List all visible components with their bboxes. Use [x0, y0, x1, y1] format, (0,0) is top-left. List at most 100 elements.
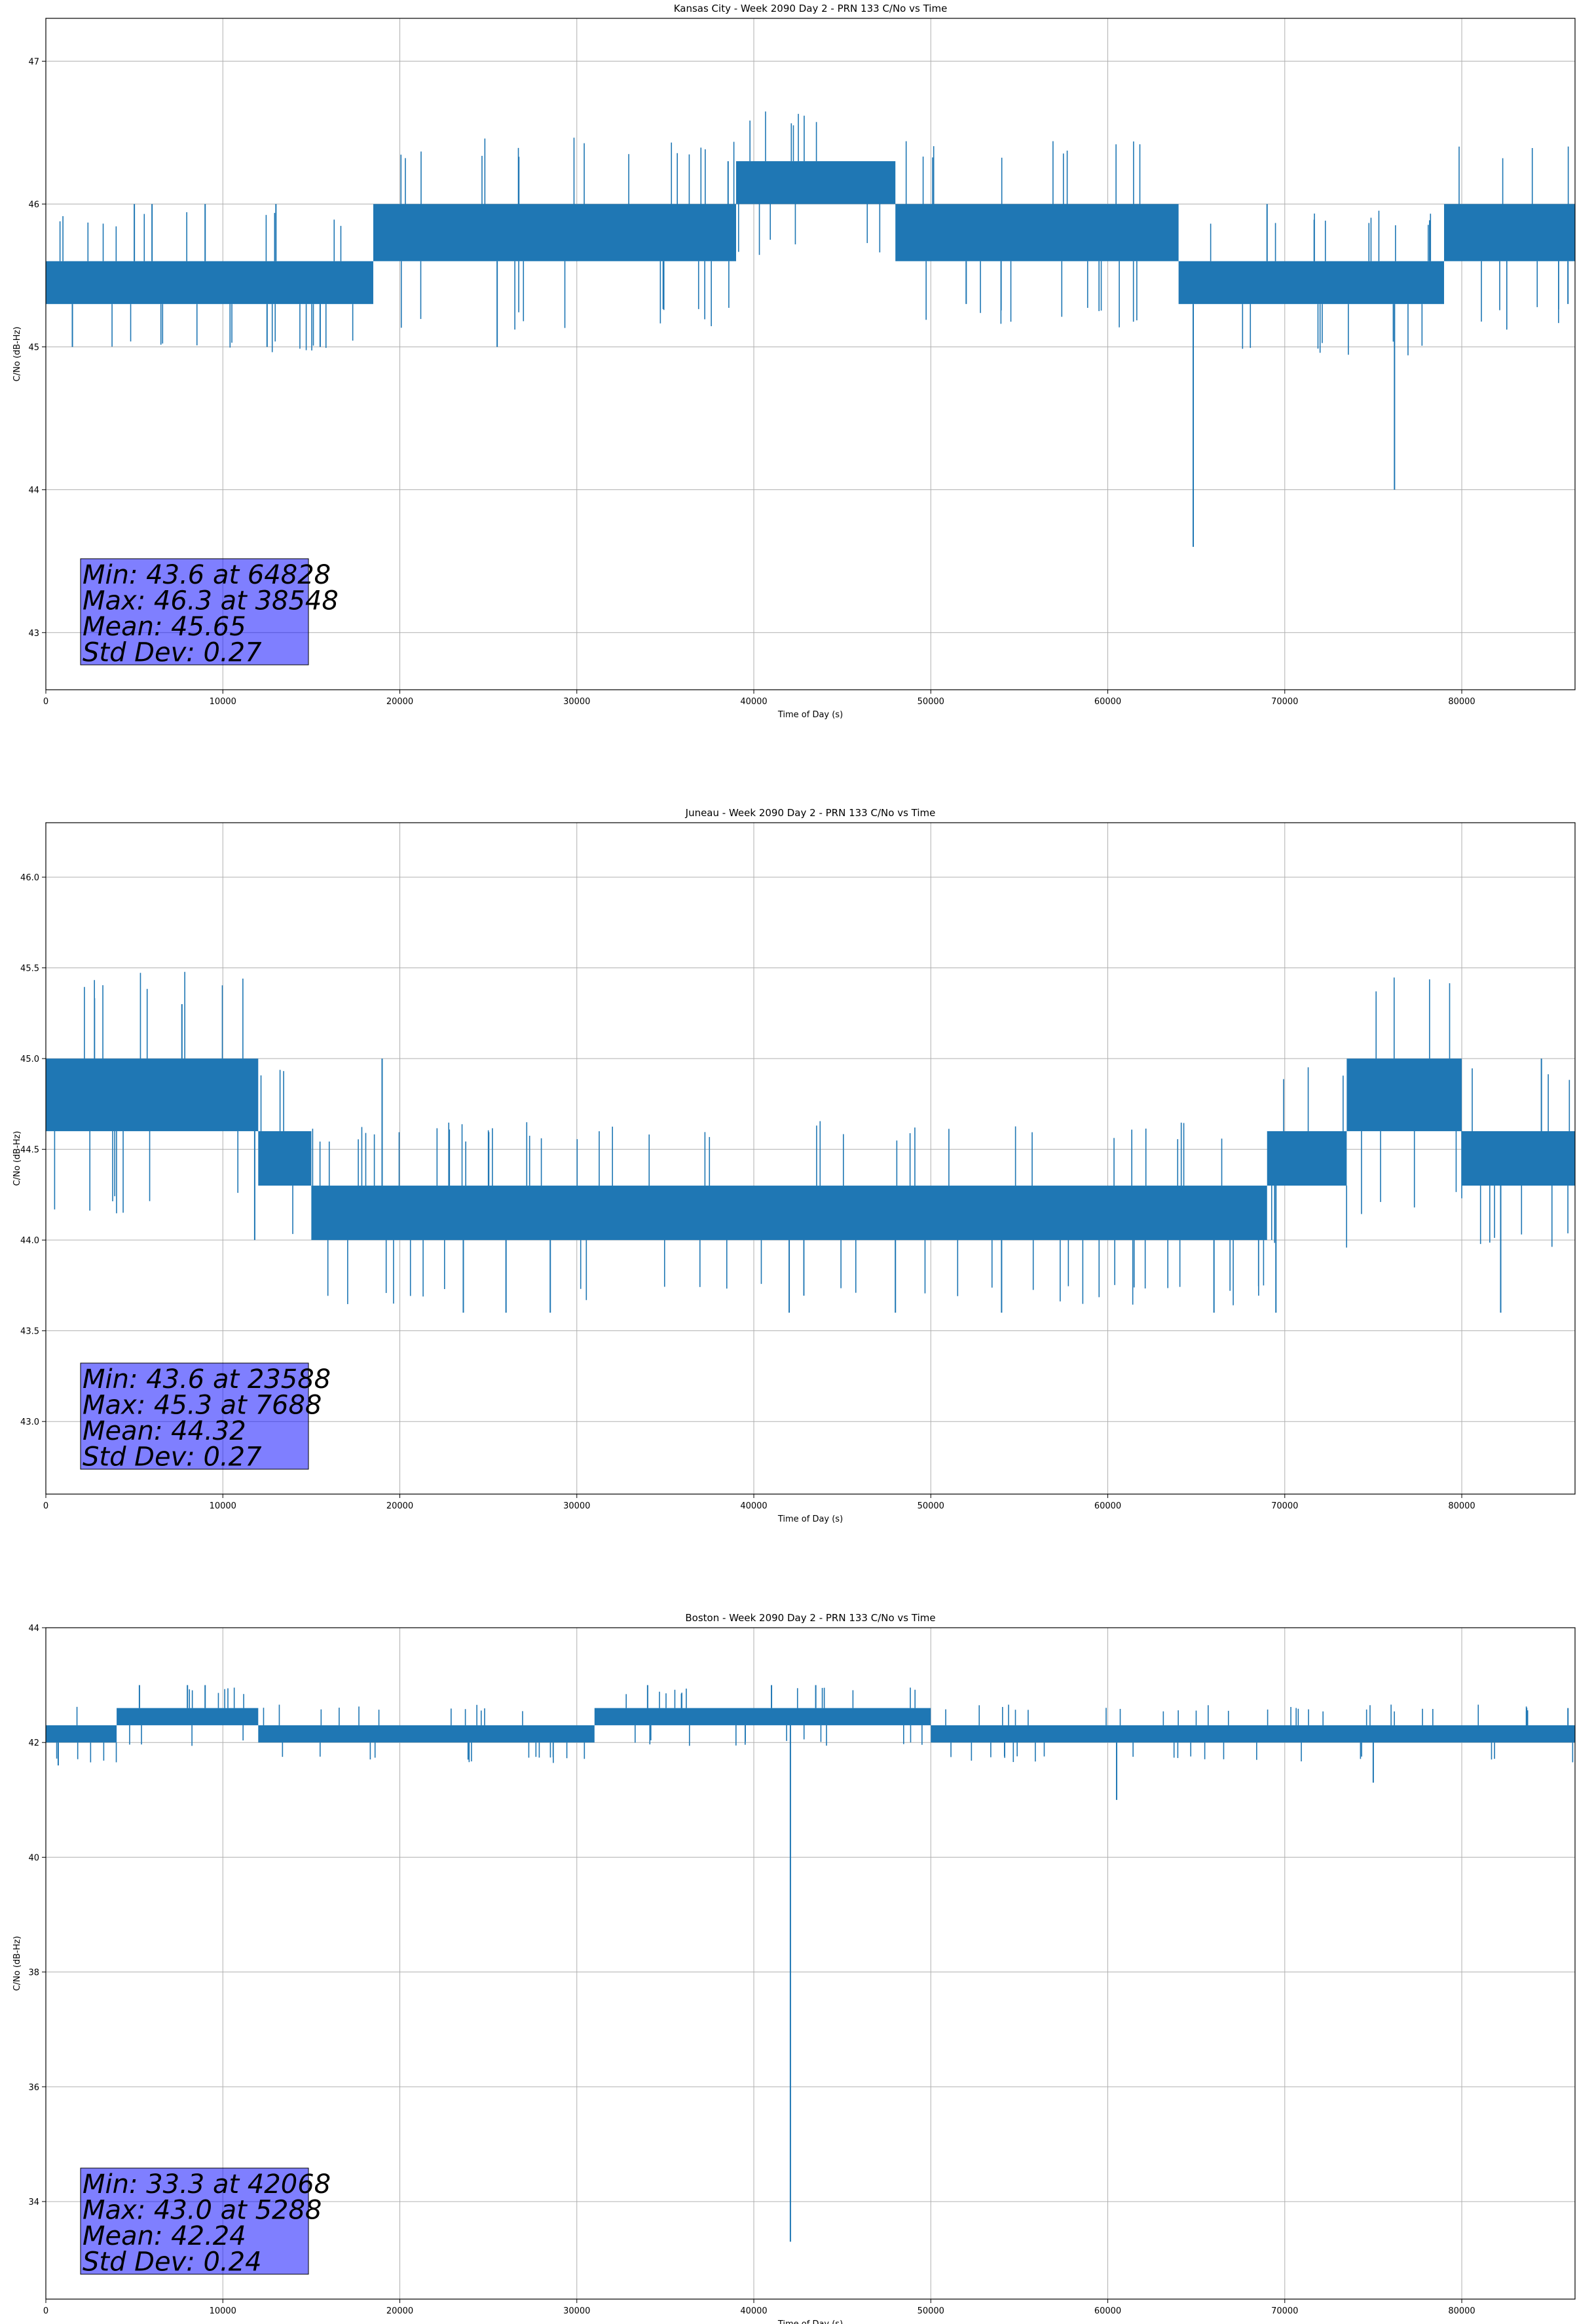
stats-line: Mean: 42.24 — [83, 2221, 246, 2251]
stats-box-background — [80, 558, 309, 665]
y-tick-label: 42 — [28, 1738, 39, 1748]
chart-panel-3: 0 10000 20000 30000 40000 50000 60000 70000 8000… — [12, 1612, 1576, 2324]
y-axis-label: C/No (dB-Hz) — [12, 1936, 22, 1991]
stats-line: Std Dev: 0.24 — [83, 2247, 262, 2277]
axes-frame — [45, 822, 1576, 1495]
x-tick-label: 30000 — [563, 2306, 590, 2316]
data-band — [258, 1725, 595, 1743]
x-tick-label: 20000 — [386, 2306, 413, 2316]
x-tick-label: 40000 — [740, 697, 767, 707]
data-band — [735, 161, 896, 204]
data-band — [594, 1708, 931, 1725]
chart-title: Kansas City - Week 2090 Day 2 - PRN 133 … — [674, 3, 948, 14]
y-tick-label: 44 — [28, 486, 39, 496]
x-tick-label: 80000 — [1448, 2306, 1475, 2316]
x-tick-label: 0 — [43, 697, 48, 707]
stats-line: Max: 45.3 at 7688 — [83, 1391, 322, 1421]
y-axis-label: C/No (dB-Hz) — [12, 327, 22, 382]
y-axis-label: C/No (dB-Hz) — [12, 1131, 22, 1186]
chart-panel-2: 0 10000 20000 30000 40000 50000 60000 70000 8000… — [12, 807, 1576, 1524]
data-series — [46, 1685, 1575, 2242]
ticks: 0 10000 20000 30000 40000 50000 60000 70000 8000… — [28, 1624, 1475, 2316]
y-tick-label: 47 — [28, 57, 39, 67]
gridlines — [45, 18, 1575, 690]
data-band — [931, 1725, 1575, 1743]
y-tick-label: 36 — [28, 2083, 39, 2093]
data-band — [117, 1708, 259, 1725]
y-tick-label: 43 — [28, 629, 39, 639]
y-tick-label: 44 — [28, 1624, 39, 1634]
stats-line: Max: 43.0 at 5288 — [83, 2196, 322, 2226]
x-tick-label: 70000 — [1271, 697, 1298, 707]
stats-line: Min: 43.6 at 64828 — [83, 560, 331, 590]
chart-title: Juneau - Week 2090 Day 2 - PRN 133 C/No … — [685, 807, 936, 819]
x-tick-label: 60000 — [1094, 2306, 1121, 2316]
data-band — [373, 204, 736, 261]
data-band — [311, 1186, 1267, 1241]
data-band — [258, 1131, 312, 1186]
data-series — [46, 971, 1575, 1313]
x-axis-label: Time of Day (s) — [777, 1514, 843, 1524]
data-series — [46, 111, 1575, 547]
x-tick-label: 20000 — [386, 697, 413, 707]
y-tick-label: 45.5 — [20, 964, 39, 974]
y-tick-label: 45 — [28, 343, 39, 353]
x-tick-label: 50000 — [918, 1501, 944, 1511]
x-tick-label: 0 — [43, 1501, 48, 1511]
x-tick-label: 10000 — [210, 2306, 236, 2316]
stats-line: Std Dev: 0.27 — [83, 1442, 262, 1472]
y-tick-label: 38 — [28, 1968, 39, 1978]
x-tick-label: 50000 — [918, 2306, 944, 2316]
x-tick-label: 40000 — [740, 2306, 767, 2316]
stats-line: Mean: 45.65 — [83, 612, 246, 642]
x-tick-label: 60000 — [1094, 1501, 1121, 1511]
y-tick-label: 43.0 — [20, 1417, 39, 1427]
x-tick-label: 20000 — [386, 1501, 413, 1511]
y-tick-label: 46 — [28, 200, 39, 210]
x-tick-label: 10000 — [210, 697, 236, 707]
x-tick-label: 80000 — [1448, 1501, 1475, 1511]
y-tick-label: 44.0 — [20, 1236, 39, 1246]
y-tick-label: 44.5 — [20, 1146, 39, 1155]
axes-frame — [45, 18, 1576, 690]
x-tick-label: 0 — [43, 2306, 48, 2316]
data-band — [1178, 261, 1445, 305]
data-band — [1444, 204, 1575, 261]
x-tick-label: 10000 — [210, 1501, 236, 1511]
stats-line: Min: 33.3 at 42068 — [83, 2169, 331, 2200]
stats-line: Min: 43.6 at 23588 — [83, 1364, 331, 1395]
x-axis-label: Time of Day (s) — [777, 2319, 843, 2324]
y-tick-label: 34 — [28, 2198, 39, 2207]
x-tick-label: 70000 — [1271, 2306, 1298, 2316]
y-tick-label: 43.5 — [20, 1327, 39, 1337]
ticks: 0 10000 20000 30000 40000 50000 60000 70000 8000… — [28, 57, 1475, 707]
stats-line: Max: 46.3 at 38548 — [83, 586, 339, 616]
ticks: 0 10000 20000 30000 40000 50000 60000 70000 8000… — [20, 873, 1475, 1511]
data-band — [1462, 1131, 1575, 1186]
x-tick-label: 60000 — [1094, 697, 1121, 707]
stats-line: Mean: 44.32 — [83, 1416, 246, 1446]
data-band — [46, 1059, 259, 1131]
data-band — [1346, 1059, 1462, 1131]
data-band — [1267, 1131, 1347, 1186]
x-tick-label: 80000 — [1448, 697, 1475, 707]
y-tick-label: 40 — [28, 1853, 39, 1863]
chart-title: Boston - Week 2090 Day 2 - PRN 133 C/No … — [685, 1612, 935, 1624]
chart-panel-1: 0 10000 20000 30000 40000 50000 60000 70000 8000… — [12, 3, 1576, 720]
stats-box-background — [80, 1362, 309, 1470]
axes-frame — [45, 1627, 1576, 2300]
data-band — [46, 261, 373, 305]
x-tick-label: 30000 — [563, 1501, 590, 1511]
stats-line: Std Dev: 0.27 — [83, 638, 262, 668]
x-tick-label: 70000 — [1271, 1501, 1298, 1511]
x-tick-label: 30000 — [563, 697, 590, 707]
x-tick-label: 40000 — [740, 1501, 767, 1511]
data-band — [895, 204, 1179, 261]
stats-box-background — [80, 2167, 309, 2275]
x-tick-label: 50000 — [918, 697, 944, 707]
